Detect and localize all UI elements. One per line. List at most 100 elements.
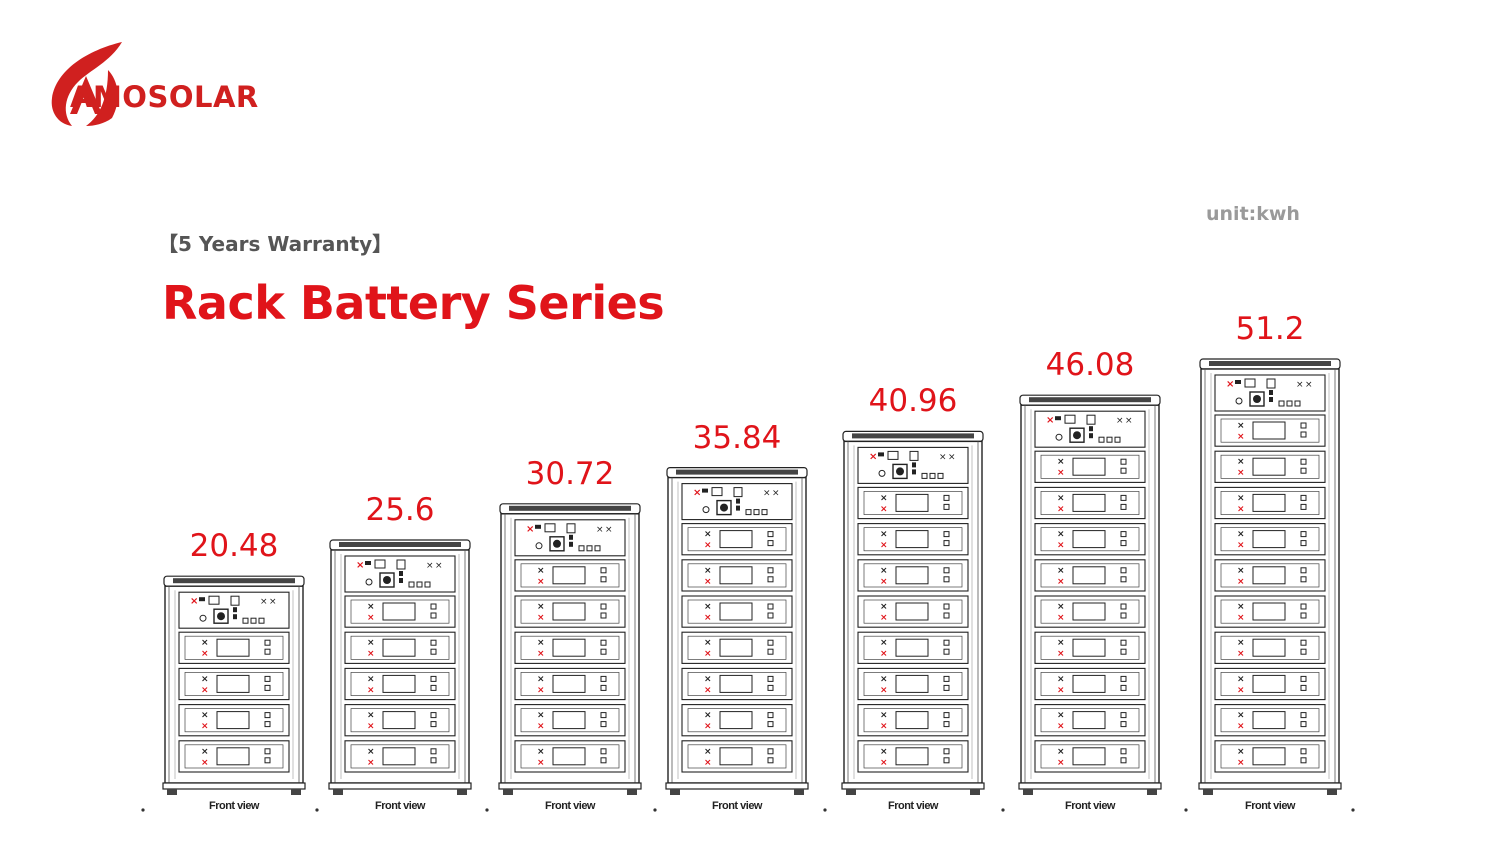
battery-module: ×× (1034, 667, 1146, 701)
battery-module: ×× (1214, 450, 1326, 483)
rack-top-vent (1209, 361, 1331, 366)
svg-text:×: × (704, 638, 712, 648)
svg-text:×: × (880, 541, 888, 551)
rack-base (841, 782, 985, 790)
battery-module: ×× (857, 704, 969, 737)
svg-text:×: × (880, 685, 888, 695)
svg-text:×: × (367, 758, 375, 768)
battery-module: ×× (681, 631, 793, 664)
svg-text:×: × (1046, 415, 1054, 426)
battery-module: ×× (178, 740, 290, 773)
svg-text:×: × (1057, 541, 1065, 551)
battery-module: ×× (857, 667, 969, 701)
svg-text:×: × (367, 747, 375, 757)
svg-text:×: × (1237, 674, 1245, 684)
svg-text:×: × (1237, 457, 1245, 467)
svg-text:×: × (704, 722, 712, 732)
battery-module: ×× (178, 631, 290, 664)
svg-text:×: × (367, 685, 375, 695)
baseline-dot (1184, 808, 1188, 812)
rack-foot (333, 789, 343, 795)
svg-text:×: × (1057, 758, 1065, 768)
baseline-dot (485, 808, 489, 812)
rack-top-vent (339, 542, 461, 547)
svg-text:×: × (537, 685, 545, 695)
rack-foot (457, 789, 467, 795)
svg-text:×: × (1237, 722, 1245, 732)
svg-text:×: × (704, 602, 712, 612)
svg-text:×: × (880, 493, 888, 503)
svg-text:×: × (763, 489, 771, 499)
svg-text:×: × (1237, 613, 1245, 623)
battery-module: ×× (344, 667, 456, 701)
battery-module: ×× (178, 704, 290, 737)
battery-module: ×× (1214, 523, 1326, 556)
svg-text:×: × (880, 674, 888, 684)
svg-text:×: × (1237, 566, 1245, 576)
rack-controller: × × × (344, 555, 456, 593)
battery-module: ×× (514, 704, 626, 737)
battery-module: ×× (857, 740, 969, 773)
rack-foot (670, 789, 680, 795)
svg-text:×: × (356, 560, 364, 571)
svg-text:×: × (880, 649, 888, 659)
battery-module: ×× (1214, 631, 1326, 664)
svg-text:×: × (1057, 638, 1065, 648)
rack-1: × × ××××××××× (162, 575, 306, 795)
battery-module: ×× (857, 559, 969, 592)
baseline-dot (315, 808, 319, 812)
rack-controller: × × × (857, 446, 969, 484)
baseline-dot (653, 808, 657, 812)
svg-text:×: × (537, 602, 545, 612)
capacity-label: 25.6 (365, 492, 435, 528)
battery-module: ×× (1214, 486, 1326, 520)
svg-text:×: × (260, 597, 268, 607)
svg-text:×: × (537, 577, 545, 587)
svg-text:×: × (426, 561, 434, 571)
svg-text:×: × (880, 530, 888, 540)
capacity-label: 51.2 (1235, 311, 1305, 347)
svg-text:×: × (704, 613, 712, 623)
capacity-label: 30.72 (525, 455, 615, 492)
battery-module: ×× (1034, 559, 1146, 592)
svg-text:×: × (1237, 577, 1245, 587)
rack-base (1018, 782, 1162, 790)
svg-text:×: × (1057, 566, 1065, 576)
rack-base (162, 782, 306, 790)
rack-top-vent (1029, 397, 1151, 403)
svg-text:×: × (869, 451, 877, 462)
svg-text:×: × (1057, 493, 1065, 503)
unit-label: unit:kwh (1206, 203, 1300, 225)
battery-module: ×× (1034, 740, 1146, 773)
baseline-dot (1351, 808, 1355, 812)
svg-text:×: × (1237, 432, 1245, 442)
svg-text:×: × (537, 722, 545, 732)
svg-text:×: × (537, 711, 545, 721)
svg-text:×: × (880, 711, 888, 721)
svg-text:×: × (201, 711, 209, 721)
battery-module: ×× (514, 740, 626, 773)
svg-text:×: × (201, 638, 209, 648)
rack-foot (167, 789, 177, 795)
page-title: Rack Battery Series (162, 276, 665, 330)
svg-text:×: × (704, 674, 712, 684)
battery-module: ×× (1214, 667, 1326, 701)
rack-foot (1023, 789, 1033, 795)
rack-base (328, 782, 472, 790)
brand-name: AMOSOLAR (70, 80, 259, 114)
warranty-text: 【5 Years Warranty】 (158, 232, 393, 256)
svg-text:×: × (1057, 722, 1065, 732)
capacity-label: 46.08 (1045, 347, 1135, 384)
rack-top-vent (509, 505, 631, 511)
svg-text:×: × (704, 685, 712, 695)
front-view-label: Front view (1064, 800, 1116, 812)
front-view-label: Front view (711, 800, 763, 812)
amosolar-logo (51, 42, 122, 126)
front-view-label: Front view (1244, 800, 1296, 812)
svg-text:×: × (201, 649, 209, 659)
svg-text:×: × (1125, 416, 1133, 426)
svg-text:×: × (1305, 380, 1313, 390)
svg-text:×: × (1057, 649, 1065, 659)
svg-text:×: × (201, 674, 209, 684)
